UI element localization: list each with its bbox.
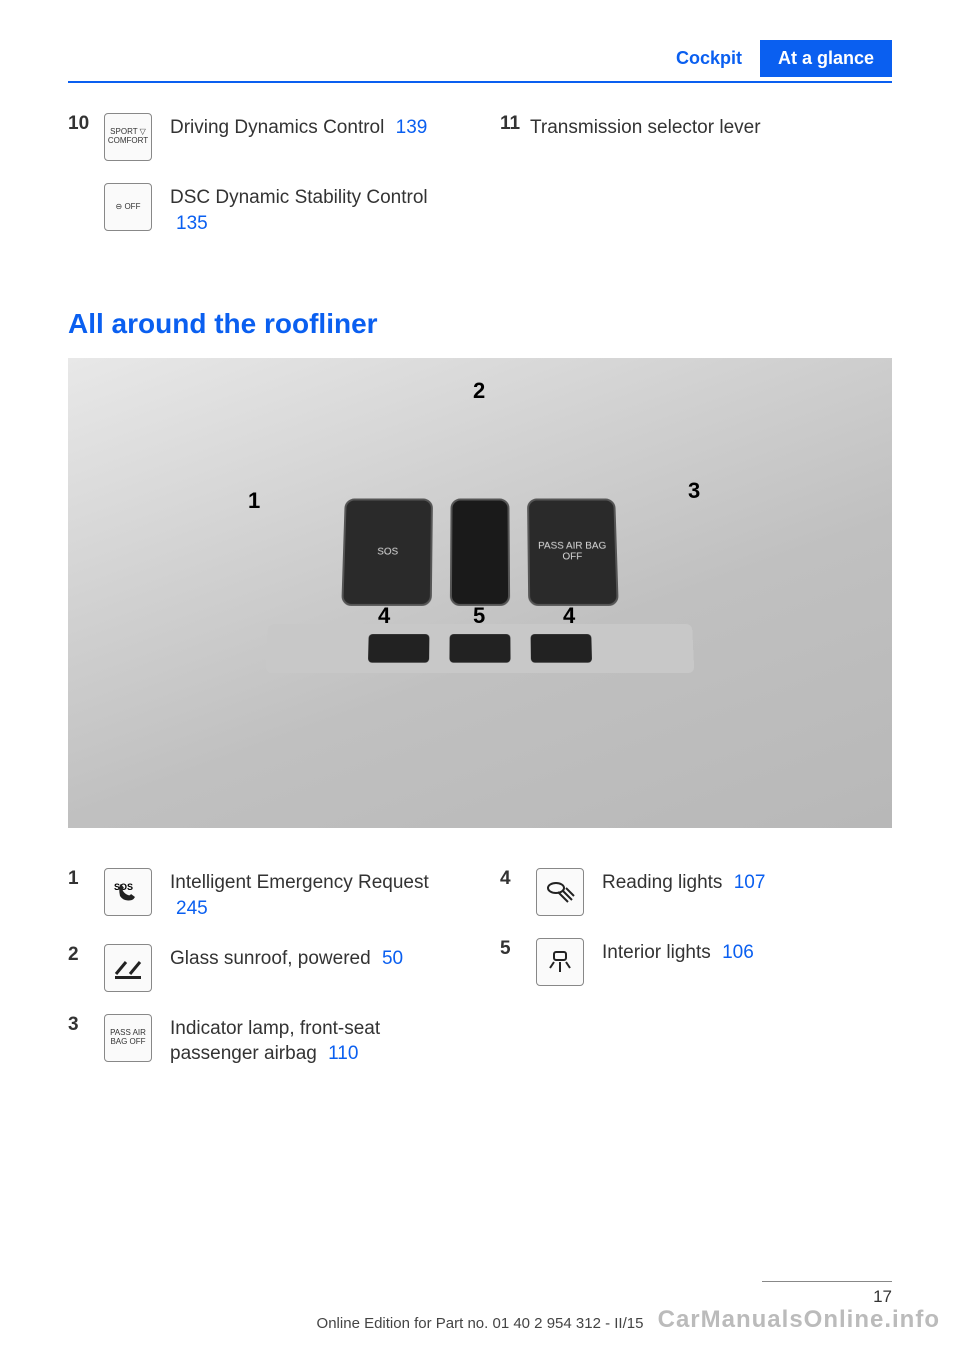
light-btn-graphic — [531, 634, 592, 663]
airbag-indicator-graphic: PASS AIR BAG OFF — [527, 498, 619, 605]
reading-lights-icon — [536, 868, 584, 916]
sport-comfort-icon: SPORT ▽ COMFORT — [104, 113, 152, 161]
item-4: 4 Reading lights 107 — [500, 868, 892, 916]
header-divider — [68, 81, 892, 83]
page-ref[interactable]: 135 — [176, 213, 208, 234]
sos-button-graphic: SOS — [341, 498, 433, 605]
item-desc: Indicator lamp, front-seat passenger air… — [170, 1014, 460, 1067]
item-text: DSC Dynamic Stability Control — [170, 187, 428, 208]
console-unit: SOS PASS AIR BAG OFF — [266, 498, 695, 672]
top-right-col: 11 Transmission selector lever — [500, 113, 892, 258]
item-text: Intelligent Emergency Request — [170, 872, 429, 893]
svg-text:SOS: SOS — [114, 882, 133, 892]
item-desc: Intelligent Emergency Request 245 — [170, 868, 460, 921]
callout-5: 5 — [473, 603, 485, 629]
item-desc: Driving Dynamics Control 139 — [170, 113, 427, 141]
page-number: 17 — [873, 1287, 892, 1307]
sos-phone-icon: SOS — [104, 868, 152, 916]
page-ref[interactable]: 106 — [722, 942, 754, 963]
item-3: 3 PASS AIR BAG OFF Indicator lamp, front… — [68, 1014, 460, 1067]
item-dsc: ⊖ OFF DSC Dynamic Stability Control 135 — [68, 183, 460, 236]
sunroof-switch-graphic — [450, 498, 510, 605]
top-section: 10 SPORT ▽ COMFORT Driving Dynamics Cont… — [68, 113, 892, 258]
bottom-right-col: 4 Reading lights 107 5 Interior lights 1… — [500, 868, 892, 1089]
item-desc: Interior lights 106 — [602, 938, 754, 966]
item-number: 1 — [68, 868, 98, 890]
callout-2: 2 — [473, 378, 485, 404]
page-number-line — [762, 1281, 892, 1282]
page-ref[interactable]: 139 — [396, 117, 428, 138]
header-tabs: Cockpit At a glance — [68, 40, 892, 77]
item-2: 2 Glass sunroof, powered 50 — [68, 944, 460, 992]
callout-1: 1 — [248, 488, 260, 514]
dsc-off-icon: ⊖ OFF — [104, 183, 152, 231]
page-ref[interactable]: 50 — [382, 948, 403, 969]
light-btn-graphic — [449, 634, 510, 663]
airbag-off-icon: PASS AIR BAG OFF — [104, 1014, 152, 1062]
item-number: 5 — [500, 938, 530, 960]
item-5: 5 Interior lights 106 — [500, 938, 892, 986]
item-desc: Glass sunroof, powered 50 — [170, 944, 403, 972]
item-number: 10 — [68, 113, 98, 135]
roofliner-diagram: SOS PASS AIR BAG OFF 1 2 3 4 5 4 — [68, 358, 892, 828]
page-ref[interactable]: 245 — [176, 898, 208, 919]
item-number: 3 — [68, 1014, 98, 1036]
item-number: 2 — [68, 944, 98, 966]
light-btn-graphic — [368, 634, 429, 663]
section-heading: All around the roofliner — [68, 308, 892, 340]
interior-lights-icon — [536, 938, 584, 986]
item-text: Reading lights — [602, 872, 722, 893]
page-ref[interactable]: 107 — [734, 872, 766, 893]
item-number: 11 — [500, 113, 530, 135]
tab-cockpit: Cockpit — [658, 40, 760, 77]
page-ref[interactable]: 110 — [328, 1043, 358, 1064]
light-bar-graphic — [266, 624, 695, 673]
bottom-section: 1 SOS Intelligent Emergency Request 2 4 5 … — [68, 868, 892, 1089]
callout-4: 4 — [378, 603, 390, 629]
watermark: CarManualsOnline.info — [658, 1306, 940, 1334]
bottom-left-col: 1 SOS Intelligent Emergency Request 245 … — [68, 868, 460, 1089]
item-desc: Transmission selector lever — [530, 113, 761, 141]
sunroof-icon — [104, 944, 152, 992]
item-text: Glass sunroof, powered — [170, 948, 371, 969]
callout-3: 3 — [688, 478, 700, 504]
callout-4b: 4 — [563, 603, 575, 629]
item-desc: DSC Dynamic Stability Control 135 — [170, 183, 460, 236]
item-text: Driving Dynamics Control — [170, 117, 384, 138]
item-text: Interior lights — [602, 942, 711, 963]
item-desc: Reading lights 107 — [602, 868, 765, 896]
top-left-col: 10 SPORT ▽ COMFORT Driving Dynamics Cont… — [68, 113, 460, 258]
item-10: 10 SPORT ▽ COMFORT Driving Dynamics Cont… — [68, 113, 460, 161]
tab-at-a-glance: At a glance — [760, 40, 892, 77]
item-1: 1 SOS Intelligent Emergency Request 245 — [68, 868, 460, 921]
item-11: 11 Transmission selector lever — [500, 113, 892, 141]
item-number: 4 — [500, 868, 530, 890]
item-text: Transmission selector lever — [530, 117, 761, 138]
